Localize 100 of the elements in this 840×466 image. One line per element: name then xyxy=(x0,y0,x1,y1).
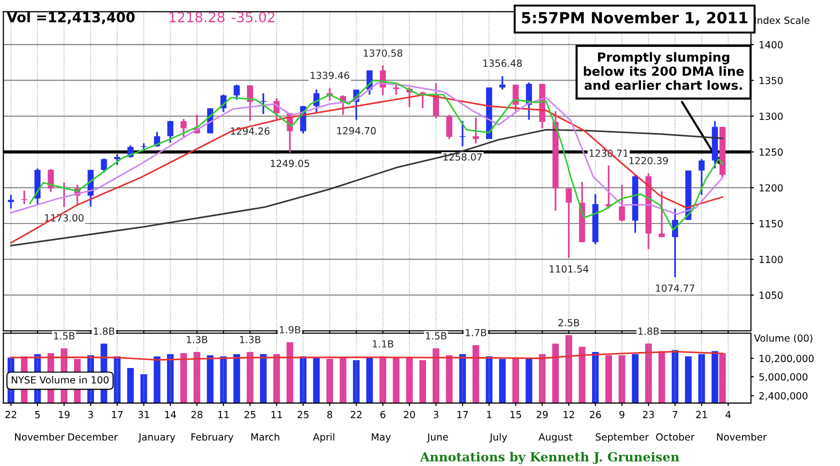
candlestick xyxy=(8,194,14,210)
x-tick-label: 31 xyxy=(138,410,150,418)
annotation: 1.7B xyxy=(466,329,486,336)
x-tick-label: 4 xyxy=(726,411,731,418)
candlestick xyxy=(566,188,572,259)
x2-tick-label: December xyxy=(68,433,118,441)
annotation: 1.3B xyxy=(240,336,260,344)
y-tick-label: 1250 xyxy=(760,148,783,156)
x-tick-label: 7 xyxy=(672,411,678,418)
x2-tick-label: March xyxy=(251,433,280,441)
candlestick xyxy=(114,153,120,166)
annotation: 1218.28 xyxy=(170,12,224,22)
x2-tick-label: November xyxy=(717,433,767,441)
x-tick-label: 17 xyxy=(112,411,123,418)
x-tick-label: 6 xyxy=(380,410,386,418)
candlestick xyxy=(21,190,28,206)
line-series xyxy=(10,94,724,244)
x2-tick-label: May xyxy=(372,433,391,443)
x-tick-label: 21 xyxy=(696,410,707,418)
x2-tick-label: August xyxy=(538,433,572,443)
x-tick-label: 20 xyxy=(404,410,415,418)
y-tick-label: 1050 xyxy=(760,292,783,299)
annotation: -35.02 xyxy=(232,12,274,22)
candlestick xyxy=(460,120,466,148)
y-tick-label: 1400 xyxy=(760,41,783,48)
x-tick-label: 22 xyxy=(5,410,16,418)
annotation: 1258.07 xyxy=(444,153,482,161)
annotation: 1.8B xyxy=(638,327,659,335)
annotation: 1294.70 xyxy=(337,127,376,134)
x-tick-label: 11 xyxy=(218,411,229,418)
x-tick-label: 29 xyxy=(536,410,548,418)
text: Annotations by Kenneth J. Gruneisen xyxy=(420,452,680,464)
x2-tick-label: September xyxy=(596,433,649,443)
y-tick-label: 1150 xyxy=(760,220,783,228)
annotation: 1356.48 xyxy=(483,60,522,67)
y-tick-label: 1200 xyxy=(760,184,783,192)
y-tick-label: 10,200,000 xyxy=(760,354,814,364)
y-tick-label: 1300 xyxy=(760,112,783,120)
annotation: 2.5B xyxy=(558,318,580,326)
x2-tick-label: January xyxy=(138,433,176,443)
annotation: 1.8B xyxy=(94,327,114,335)
candlestick xyxy=(100,158,107,174)
x-tick-label: 1 xyxy=(487,411,492,418)
x-tick-label: 8 xyxy=(327,410,332,418)
x-tick-label: 25 xyxy=(298,410,308,418)
y-tick-label: 5,000,000 xyxy=(759,373,808,382)
candlestick xyxy=(512,84,519,112)
y-tick-label: 1350 xyxy=(760,76,783,84)
candlestick xyxy=(618,184,625,222)
annotation: 1.9B xyxy=(280,326,300,334)
candlestick xyxy=(446,114,452,140)
x-tick-label: 19 xyxy=(58,410,70,418)
line-series xyxy=(10,350,724,361)
x-tick-label: 11 xyxy=(271,411,282,418)
annotation: 1220.39 xyxy=(629,156,668,164)
x2-tick-label: July xyxy=(489,433,508,443)
annotation: Promptly slumping below its 200 DMA line and earlier chart lows. xyxy=(584,52,744,90)
line-series xyxy=(10,128,724,246)
annotation: 1294.26 xyxy=(230,127,270,135)
candlestick xyxy=(260,92,266,115)
x-tick-label: 12 xyxy=(564,410,574,418)
x-tick-label: 5 xyxy=(35,411,40,418)
annotation: NYSE Volume in 100 xyxy=(12,376,109,384)
annotation: 5:57PM November 1, 2011 xyxy=(522,12,748,26)
y-axis-title: Volume (00) xyxy=(754,334,812,343)
candlestick xyxy=(167,120,174,144)
candlestick xyxy=(499,75,506,90)
y-tick-label: 2,400,000 xyxy=(759,392,808,400)
y-tick-label: 1100 xyxy=(760,256,783,264)
x2-tick-label: June xyxy=(426,433,448,442)
x-tick-label: 3 xyxy=(88,410,93,418)
candlestick xyxy=(472,116,479,144)
annotation: 1101.54 xyxy=(550,265,588,273)
x2-tick-label: February xyxy=(191,433,234,443)
x-tick-label: 28 xyxy=(191,410,202,418)
annotation: 1074.77 xyxy=(656,284,694,292)
x-tick-label: 14 xyxy=(165,411,176,418)
annotation: 1249.05 xyxy=(270,160,310,168)
candlestick xyxy=(234,84,240,101)
annotation: Vol =12,413,400 xyxy=(6,12,135,24)
x-tick-label: 3 xyxy=(434,410,438,418)
candlestick xyxy=(48,168,54,193)
candlestick xyxy=(658,190,665,238)
x-tick-label: 17 xyxy=(457,411,468,418)
x2-tick-label: April xyxy=(312,433,334,443)
x-tick-label: 26 xyxy=(590,410,601,418)
annotation: 1.5B xyxy=(426,332,446,340)
candlestick xyxy=(698,158,705,196)
annotation: 1.5B xyxy=(54,332,74,340)
annotation: 1.3B xyxy=(186,336,208,344)
x-tick-label: 23 xyxy=(643,410,654,418)
x2-tick-label: November xyxy=(15,433,65,441)
x-tick-label: 15 xyxy=(510,411,522,418)
x-tick-label: 25 xyxy=(244,410,256,418)
annotation: 1370.58 xyxy=(364,49,402,57)
annotation: 1.1B xyxy=(372,340,394,348)
x-tick-label: 22 xyxy=(350,410,362,418)
x2-tick-label: October xyxy=(656,433,695,441)
candlestick xyxy=(420,90,426,110)
candlestick xyxy=(180,118,187,138)
